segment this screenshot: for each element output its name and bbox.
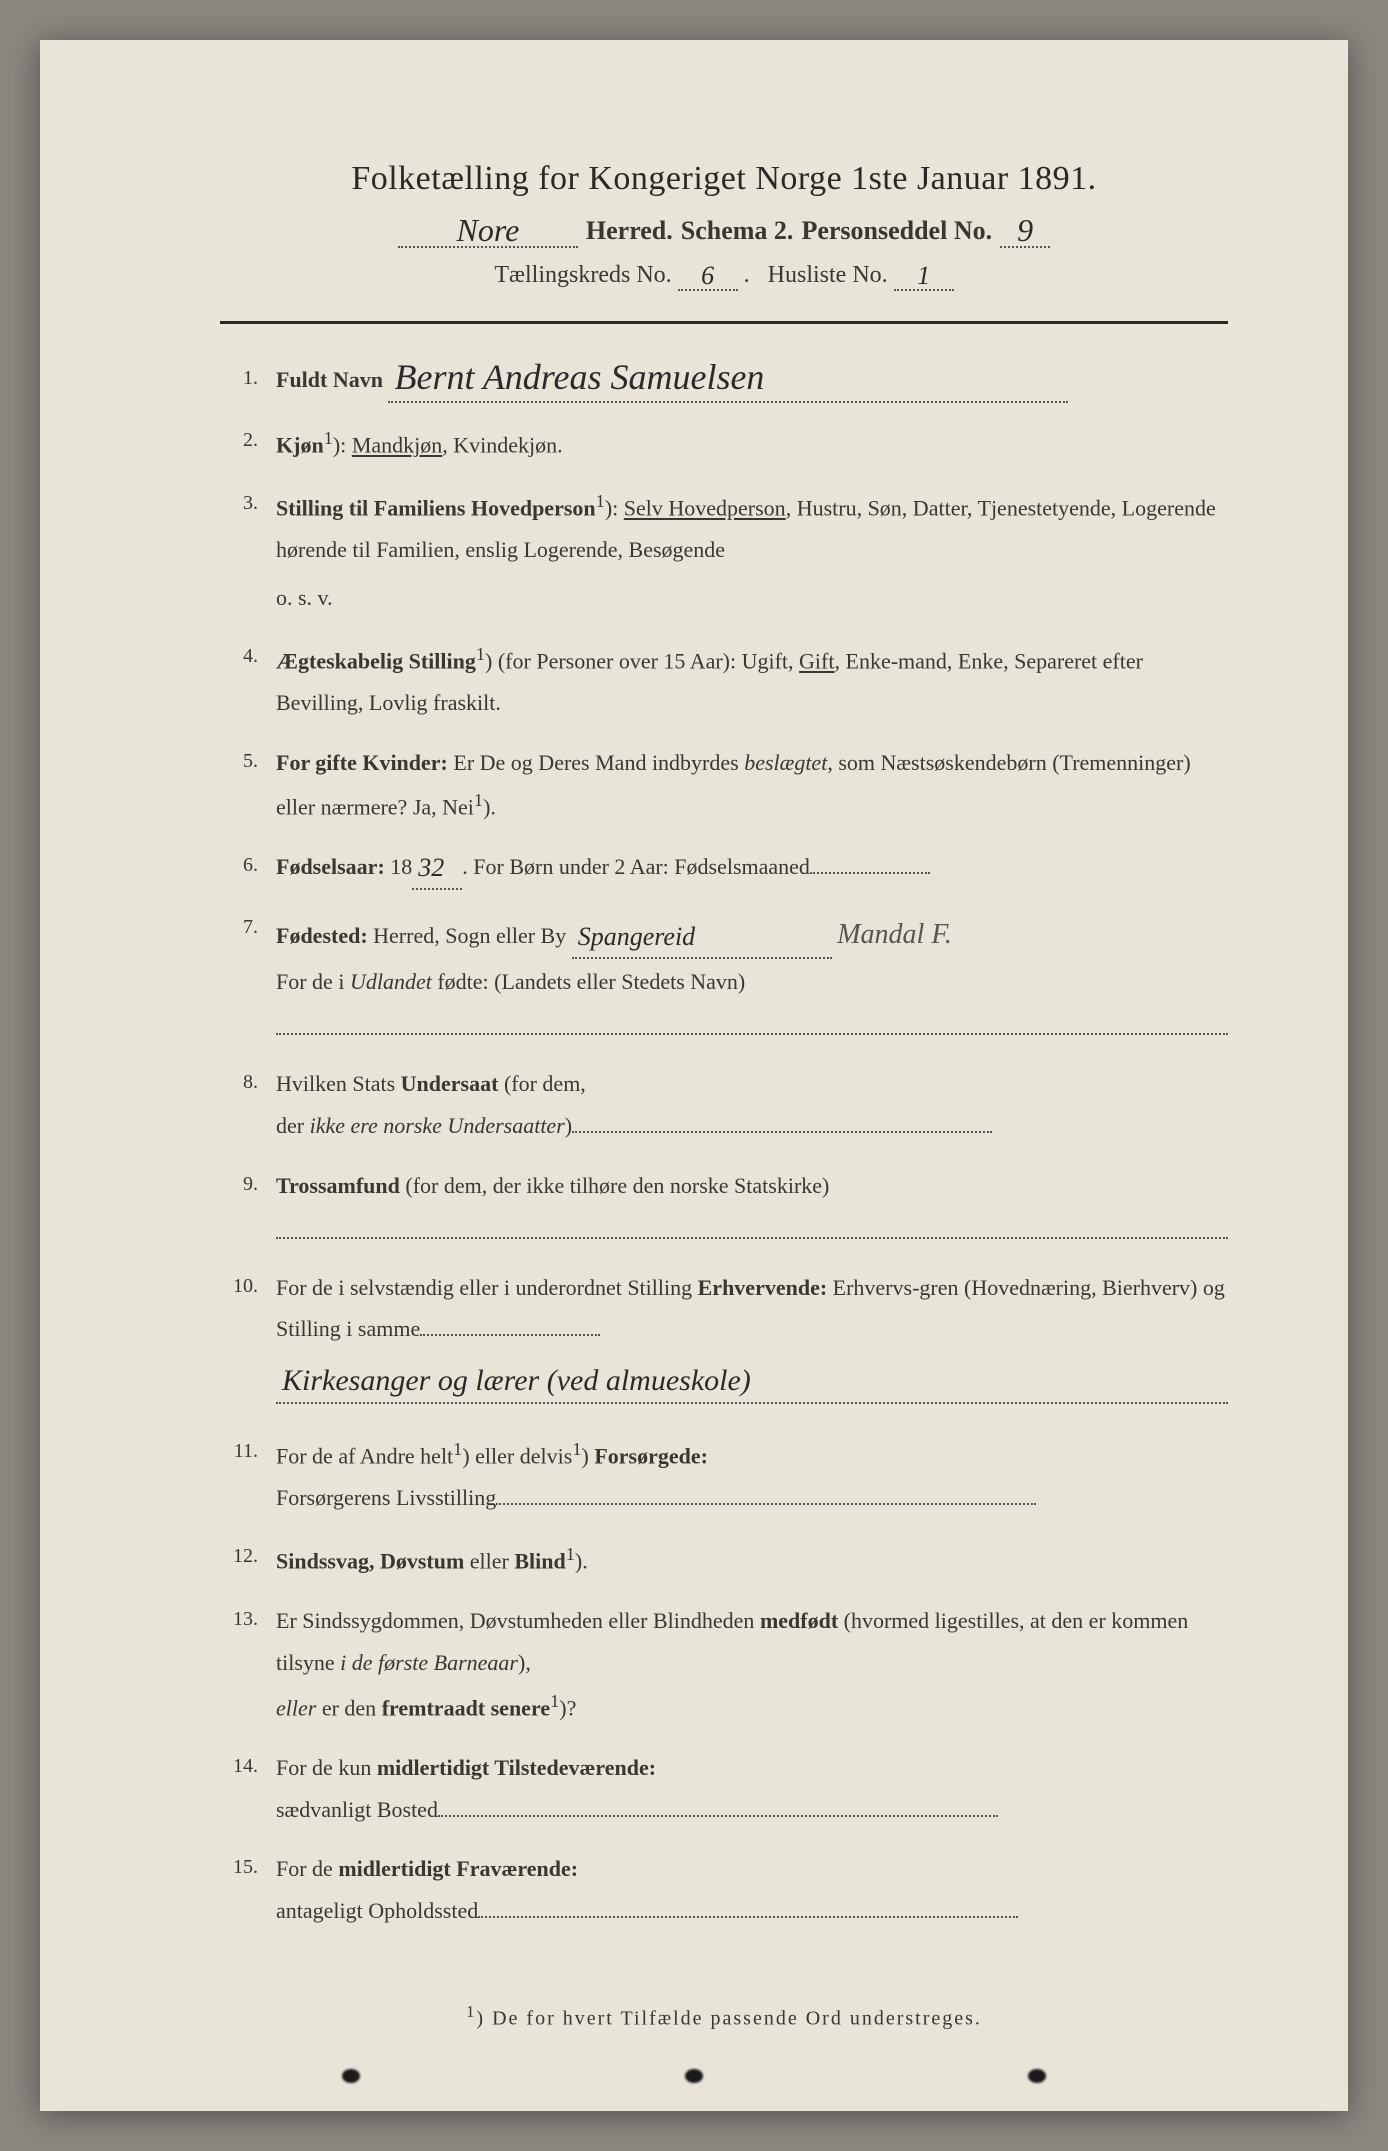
q7-value: Spangereid xyxy=(578,922,695,951)
item-1: 1. Fuldt Navn Bernt Andreas Samuelsen xyxy=(220,359,1228,403)
schema-label: Schema 2. xyxy=(681,216,794,246)
item-3: 3. Stilling til Familiens Hovedperson1):… xyxy=(220,484,1228,619)
husliste-field: 1 xyxy=(894,262,954,291)
item-number: 13. xyxy=(220,1600,276,1638)
kreds-field: 6 xyxy=(678,262,738,291)
q3-osv: o. s. v. xyxy=(276,577,1228,619)
q10-field: Kirkesanger og lærer (ved almueskole) xyxy=(276,1360,1228,1404)
ink-spot xyxy=(1028,2069,1046,2083)
item-13: 13. Er Sindssygdommen, Døvstumheden elle… xyxy=(220,1600,1228,1729)
q9-field xyxy=(276,1215,1228,1239)
q4-label: Ægteskabelig Stilling xyxy=(276,648,476,673)
item-2: 2. Kjøn1): Mandkjøn, Kvindekjøn. xyxy=(220,421,1228,466)
header-line-1: Nore Herred. Schema 2. Personseddel No. … xyxy=(220,216,1228,248)
item-number: 4. xyxy=(220,637,276,675)
q3-underlined: Selv Hovedperson xyxy=(624,495,786,520)
q2-label: Kjøn xyxy=(276,432,324,457)
item-number: 5. xyxy=(220,742,276,780)
form-body: 1. Fuldt Navn Bernt Andreas Samuelsen 2.… xyxy=(220,359,1228,1932)
ink-spot xyxy=(685,2069,703,2083)
item-number: 9. xyxy=(220,1165,276,1203)
item-number: 11. xyxy=(220,1432,276,1470)
q6-month-field xyxy=(810,872,930,874)
item-6: 6. Fødselsaar: 1832. For Børn under 2 Aa… xyxy=(220,846,1228,890)
item-number: 15. xyxy=(220,1848,276,1886)
item-number: 2. xyxy=(220,421,276,459)
form-title: Folketælling for Kongeriget Norge 1ste J… xyxy=(220,160,1228,198)
q7-annotation: Mandal F. xyxy=(837,919,952,950)
kreds-value: 6 xyxy=(701,261,714,290)
q11-field xyxy=(496,1503,1036,1505)
herred-field: Nore xyxy=(398,216,578,248)
personseddel-field: 9 xyxy=(1000,216,1050,248)
item-4: 4. Ægteskabelig Stilling1) (for Personer… xyxy=(220,637,1228,724)
item-9: 9. Trossamfund (for dem, der ikke tilhør… xyxy=(220,1165,1228,1239)
personseddel-label: Personseddel No. xyxy=(801,216,992,246)
item-10: 10. For de i selvstændig eller i underor… xyxy=(220,1267,1228,1404)
item-number: 14. xyxy=(220,1747,276,1785)
ink-spots xyxy=(40,2069,1348,2083)
q9-label: Trossamfund xyxy=(276,1173,400,1198)
header-line-2: Tællingskreds No. 6 . Husliste No. 1 xyxy=(220,262,1228,291)
item-number: 12. xyxy=(220,1537,276,1575)
q1-label: Fuldt Navn xyxy=(276,367,383,392)
q6-label: Fødselsaar: xyxy=(276,854,385,879)
item-7: 7. Fødested: Herred, Sogn eller By Spang… xyxy=(220,908,1228,1035)
ink-spot xyxy=(342,2069,360,2083)
census-form-page: Folketælling for Kongeriget Norge 1ste J… xyxy=(40,40,1348,2111)
item-number: 8. xyxy=(220,1063,276,1101)
header-divider xyxy=(220,321,1228,324)
q6-value: 32 xyxy=(418,853,444,882)
item-number: 10. xyxy=(220,1267,276,1305)
q2-underlined: Mandkjøn xyxy=(352,432,442,457)
item-8: 8. Hvilken Stats Undersaat (for dem, der… xyxy=(220,1063,1228,1147)
kreds-label: Tællingskreds No. xyxy=(494,262,671,288)
q7-field: Spangereid xyxy=(572,915,832,959)
q10-value: Kirkesanger og lærer (ved almueskole) xyxy=(282,1364,751,1397)
q6-field: 32 xyxy=(412,846,462,890)
item-11: 11. For de af Andre helt1) eller delvis1… xyxy=(220,1432,1228,1519)
q8-field xyxy=(572,1131,992,1133)
form-header: Folketælling for Kongeriget Norge 1ste J… xyxy=(220,160,1228,291)
husliste-label: Husliste No. xyxy=(768,262,888,288)
q7-label: Fødested: xyxy=(276,923,368,948)
husliste-value: 1 xyxy=(917,261,930,290)
herred-value: Nore xyxy=(456,212,519,248)
footnote: 1) De for hvert Tilfælde passende Ord un… xyxy=(220,2002,1228,2031)
item-12: 12. Sindssvag, Døvstum eller Blind1). xyxy=(220,1537,1228,1582)
item-number: 1. xyxy=(220,359,276,397)
q3-label: Stilling til Familiens Hovedperson xyxy=(276,495,596,520)
q5-label: For gifte Kvinder: xyxy=(276,750,448,775)
q4-underlined: Gift xyxy=(799,648,834,673)
item-14: 14. For de kun midlertidigt Tilstedevære… xyxy=(220,1747,1228,1831)
item-number: 3. xyxy=(220,484,276,522)
item-15: 15. For de midlertidigt Fraværende: anta… xyxy=(220,1848,1228,1932)
q1-field: Bernt Andreas Samuelsen xyxy=(388,359,1068,403)
herred-label: Herred. xyxy=(586,216,673,246)
item-number: 7. xyxy=(220,908,276,946)
q15-field xyxy=(478,1916,1018,1918)
item-5: 5. For gifte Kvinder: Er De og Deres Man… xyxy=(220,742,1228,829)
q14-field xyxy=(438,1815,998,1817)
q7-foreign-field xyxy=(276,1011,1228,1035)
item-number: 6. xyxy=(220,846,276,884)
personseddel-value: 9 xyxy=(1017,212,1033,248)
q1-value: Bernt Andreas Samuelsen xyxy=(394,357,764,397)
